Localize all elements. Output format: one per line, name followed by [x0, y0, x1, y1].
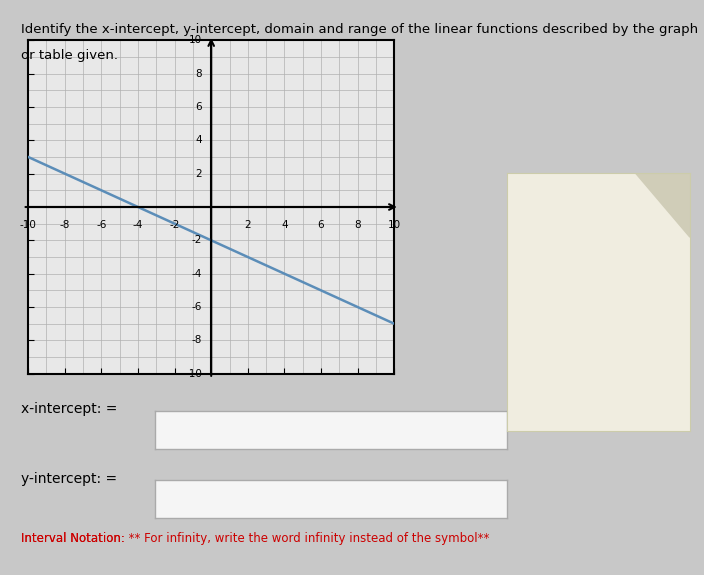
Text: -8: -8	[191, 335, 202, 346]
Text: 2: 2	[244, 220, 251, 231]
Text: Interval Notation: ** For infinity, write the word infinity instead of the symbo: Interval Notation: ** For infinity, writ…	[21, 532, 489, 545]
Text: 10: 10	[388, 220, 401, 231]
Text: -6: -6	[191, 302, 202, 312]
Text: -4: -4	[191, 269, 202, 279]
Text: 6: 6	[196, 102, 202, 112]
Text: 4: 4	[196, 135, 202, 145]
Text: -2: -2	[170, 220, 180, 231]
Text: or table given.: or table given.	[21, 49, 118, 62]
Text: 8: 8	[354, 220, 361, 231]
Text: -4: -4	[133, 220, 143, 231]
Text: -2: -2	[191, 235, 202, 246]
Polygon shape	[635, 172, 690, 237]
Text: 8: 8	[196, 68, 202, 79]
Text: x-intercept: =: x-intercept: =	[21, 402, 118, 416]
Text: -10: -10	[20, 220, 37, 231]
Text: Identify the x-intercept, y-intercept, domain and range of the linear functions : Identify the x-intercept, y-intercept, d…	[21, 23, 698, 36]
Text: -6: -6	[96, 220, 106, 231]
Text: 2: 2	[196, 168, 202, 179]
Text: -8: -8	[60, 220, 70, 231]
Text: -10: -10	[185, 369, 202, 379]
Text: 10: 10	[189, 35, 202, 45]
Text: y-intercept: =: y-intercept: =	[21, 472, 118, 485]
Text: 4: 4	[281, 220, 288, 231]
Text: Interval Notation:: Interval Notation:	[21, 532, 125, 545]
Text: 6: 6	[318, 220, 325, 231]
